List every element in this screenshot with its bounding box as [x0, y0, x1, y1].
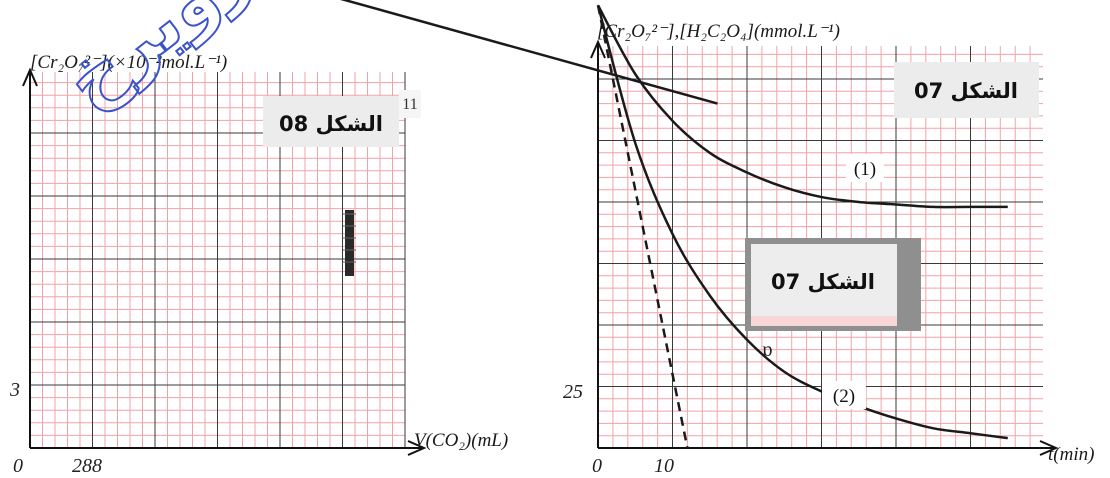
chart-08-x-tick-label: 288 — [72, 455, 102, 477]
svg-text:(2): (2) — [833, 386, 855, 407]
y-axis-arrow — [22, 67, 38, 87]
chart-08-series — [340, 0, 718, 105]
chart-08-axes — [22, 67, 427, 456]
chart-08-y-axis-label: [Cr₂O₇²⁻](×10⁻²mol.L⁻¹) — [30, 52, 227, 73]
chart-08-corner-text: 11 — [402, 96, 417, 113]
chart-07-x-axis-label: t(min) — [1048, 444, 1094, 465]
chart-08-x-axis-label: V(CO₂)(mL) — [414, 430, 508, 451]
chart-07-y-tick-label: 25 — [563, 381, 583, 403]
svg-text:(1): (1) — [854, 159, 876, 180]
series-line-2 — [596, 4, 1008, 440]
chart-07-inner-box: الشكل 07 — [745, 238, 921, 331]
chart-08-label-box: الشكل 08 — [263, 96, 399, 147]
chart-07-label-box: الشكل 07 — [894, 62, 1039, 118]
chart-08-grid — [29, 72, 406, 449]
chart-07-y-axis-label: [Cr₂O₇²⁻],[H₂C₂O₄](mmol.L⁻¹) — [597, 21, 840, 42]
chart-07-figure-label: الشكل 07 — [914, 79, 1018, 103]
tangent-line — [596, 4, 689, 449]
chart-08-corner-fragment: 11 — [399, 90, 421, 118]
series-line-1 — [596, 4, 1008, 209]
x-axis-arrow — [1039, 440, 1059, 456]
series-2-label: (2) — [822, 381, 866, 409]
chart-08-origin-label: 0 — [13, 455, 23, 477]
small-mark: ɒ — [762, 339, 772, 361]
series-1-label: (1) — [846, 154, 884, 182]
x-axis-arrow — [407, 440, 427, 456]
chart-07-axes — [590, 39, 1059, 456]
y-axis-arrow — [590, 39, 606, 59]
watermark-text: زويرخ — [49, 0, 267, 124]
series-line-1 — [340, 0, 718, 105]
chart-08-y-tick-label: 3 — [9, 379, 20, 401]
chart-07-x-tick-label: 10 — [654, 455, 674, 477]
chart-08-end-marker — [343, 210, 356, 276]
chart-07-inner-figure-label: الشكل 07 — [771, 270, 875, 294]
chart-07-series — [596, 4, 1008, 449]
chart-08-figure-label: الشكل 08 — [279, 112, 383, 136]
chart-07-origin-label: 0 — [592, 455, 602, 477]
